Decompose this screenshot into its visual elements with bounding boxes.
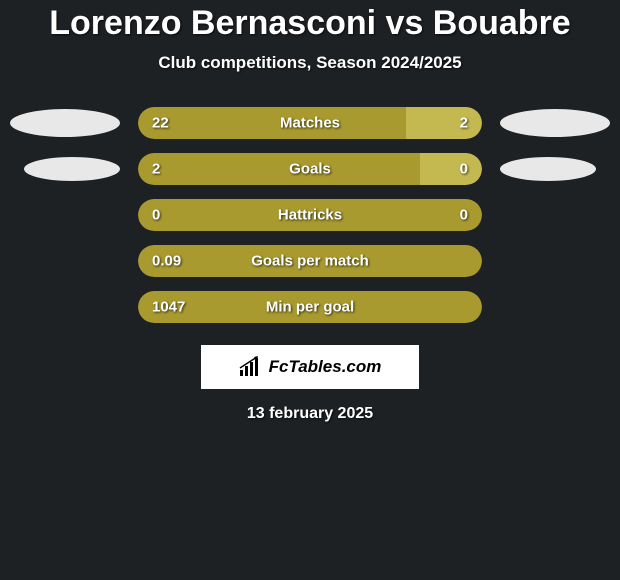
stat-bar: 0 0 Hattricks [138,199,482,231]
date-label: 13 february 2025 [0,405,620,423]
value-left: 1047 [152,299,185,316]
player-left-ellipse [24,157,120,181]
comparison-card: Lorenzo Bernasconi vs Bouabre Club compe… [0,0,620,423]
stat-row: 0.09 Goals per match [0,245,620,277]
page-title: Lorenzo Bernasconi vs Bouabre [0,4,620,43]
stat-row: 0 0 Hattricks [0,199,620,231]
bar-left [138,153,420,185]
stat-row: 222Matches [0,107,620,139]
stat-label: Goals [289,161,331,178]
stat-bar: 2 0 Goals [138,153,482,185]
bar-right [406,107,482,139]
value-right: 0 [460,207,468,224]
player-left-ellipse [10,109,120,137]
value-left: 0 [152,207,160,224]
bar-right [420,153,482,185]
bar-left [138,107,406,139]
stat-row: 1047 Min per goal [0,291,620,323]
stat-label: Goals per match [251,253,369,270]
stats-list: 222Matches20Goals00Hattricks0.09Goals pe… [0,107,620,323]
stat-label: Min per goal [266,299,354,316]
value-left: 0.09 [152,253,181,270]
player-right-ellipse [500,157,596,181]
subtitle: Club competitions, Season 2024/2025 [0,53,620,73]
value-right: 2 [460,115,468,132]
stat-label: Hattricks [278,207,342,224]
value-left: 2 [152,161,160,178]
logo-text: FcTables.com [269,357,382,377]
stat-bar: 0.09 Goals per match [138,245,482,277]
stat-bar: 1047 Min per goal [138,291,482,323]
value-left: 22 [152,115,169,132]
bars-icon [239,356,265,378]
value-right: 0 [460,161,468,178]
logo-box[interactable]: FcTables.com [201,345,419,389]
player-right-ellipse [500,109,610,137]
stat-label: Matches [280,115,340,132]
stat-bar: 222Matches [138,107,482,139]
stat-row: 2 0 Goals [0,153,620,185]
